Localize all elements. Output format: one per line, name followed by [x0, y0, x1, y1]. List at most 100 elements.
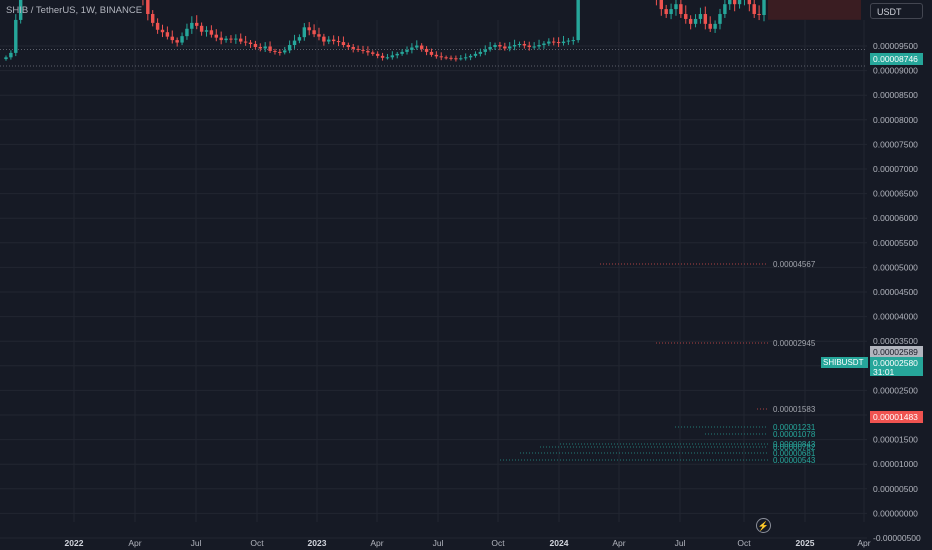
candle-body — [444, 57, 448, 59]
price-level-label: 0.00001583 — [773, 405, 816, 414]
candle-body — [512, 45, 517, 47]
candle-body — [390, 55, 395, 58]
candle-body — [229, 38, 233, 40]
last-price-badge-bg — [870, 357, 923, 376]
candle-body — [498, 45, 502, 47]
price-level-label: 0.00004567 — [773, 260, 816, 269]
candle-body — [507, 46, 512, 49]
candle-body — [737, 0, 742, 5]
candle-body — [757, 14, 761, 16]
price-level-label: 0.00000782 — [773, 443, 816, 452]
candle-body — [752, 4, 756, 15]
candle-body — [18, 0, 23, 20]
candle-body — [473, 53, 478, 56]
x-tick-label: Apr — [128, 538, 141, 548]
y-tick-label: 0.00000000 — [873, 508, 918, 518]
y-tick-label: 0.00005000 — [873, 262, 918, 272]
y-tick-label: 0.00005500 — [873, 238, 918, 248]
candle-body — [566, 40, 571, 42]
y-tick-label: 0.00006500 — [873, 189, 918, 199]
lightning-icon[interactable]: ⚡ — [756, 518, 771, 533]
candle-body — [160, 29, 165, 33]
candle-body — [371, 52, 375, 54]
candle-body — [405, 49, 409, 52]
candle-body — [214, 34, 218, 38]
x-tick-label: Apr — [857, 538, 870, 548]
candle-body — [356, 48, 360, 50]
x-tick-label: 2022 — [65, 538, 84, 548]
candle-body — [366, 50, 370, 53]
candle-body — [317, 34, 321, 37]
candle-body — [463, 57, 468, 59]
y-tick-label: 0.00001000 — [873, 459, 918, 469]
price-level-label: 0.00000843 — [773, 440, 816, 449]
candle-body — [488, 46, 492, 50]
y-tick-label: 0.00008000 — [873, 115, 918, 125]
stop-price-badge-bg — [870, 411, 923, 423]
price-level-label: 0.00000681 — [773, 449, 816, 458]
candle-body — [493, 45, 497, 47]
countdown-label: 31:01 — [873, 367, 895, 377]
price-level-label: 0.00001231 — [773, 423, 816, 432]
candle-body — [723, 4, 727, 15]
candle-body — [239, 38, 243, 42]
y-tick-label: 0.00009500 — [873, 41, 918, 51]
candle-body — [713, 23, 717, 29]
candle-body — [449, 57, 453, 59]
candle-body — [762, 0, 766, 16]
y-tick-label: 0.00006000 — [873, 213, 918, 223]
candle-body — [659, 0, 664, 10]
candle-body — [552, 41, 556, 43]
candle-body — [576, 0, 580, 41]
stop-price-badge: 0.00001483 — [873, 412, 918, 422]
price-level-label: 0.00000543 — [773, 456, 816, 465]
candle-body — [483, 49, 487, 52]
y-tick-label: 0.00008500 — [873, 90, 918, 100]
candle-body — [292, 40, 297, 46]
candle-body — [400, 51, 404, 54]
x-tick-label: Jul — [191, 538, 202, 548]
candle-body — [209, 30, 214, 35]
candle-body — [170, 36, 174, 41]
candle-body — [439, 56, 443, 58]
candle-body — [4, 57, 8, 60]
symbol-title: SHIB / TetherUS, 1W, BINANCE — [6, 5, 143, 16]
x-tick-label: Oct — [250, 538, 264, 548]
candle-body — [459, 58, 463, 60]
candle-body — [234, 38, 238, 40]
candle-body — [283, 50, 287, 53]
candle-body — [312, 30, 316, 35]
target-price-badge-bg — [870, 53, 923, 65]
candle-body — [327, 39, 331, 42]
y-tick-label: -0.00000500 — [873, 533, 921, 543]
candle-body — [517, 44, 522, 46]
x-tick-label: Oct — [491, 538, 505, 548]
x-tick-label: Oct — [737, 538, 751, 548]
candle-body — [664, 9, 668, 15]
candle-body — [219, 37, 223, 41]
candle-body — [199, 25, 204, 32]
candle-body — [468, 55, 473, 58]
candle-body — [322, 36, 326, 42]
candle-body — [375, 53, 380, 56]
candle-body — [361, 49, 365, 51]
symbol-badge: SHIBUSDT — [823, 358, 864, 367]
candle-body — [273, 50, 277, 52]
y-tick-label: 0.00004500 — [873, 287, 918, 297]
current-price-badge-bg — [870, 346, 923, 358]
candle-body — [150, 14, 155, 23]
candle-body — [556, 42, 561, 44]
candle-body — [336, 41, 341, 43]
x-tick-label: 2025 — [796, 538, 815, 548]
candle-body — [410, 47, 414, 50]
currency-selector[interactable]: USDT — [870, 3, 923, 19]
candle-body — [434, 54, 439, 57]
y-tick-label: 0.00007000 — [873, 164, 918, 174]
x-tick-label: Jul — [433, 538, 444, 548]
candle-body — [537, 45, 541, 47]
candle-body — [561, 41, 566, 44]
candle-body — [185, 28, 189, 37]
candle-body — [547, 41, 551, 44]
candle-body — [258, 46, 263, 49]
